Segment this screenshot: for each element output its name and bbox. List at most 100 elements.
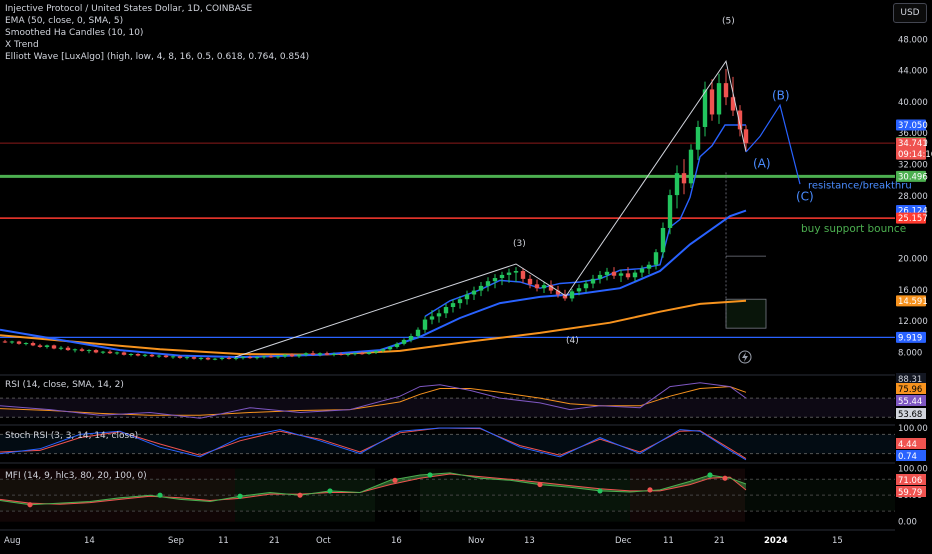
candle-body (380, 349, 386, 351)
price-axis-badge (896, 331, 926, 343)
wave-label-c: (C) (796, 190, 814, 204)
candle-body (240, 357, 246, 359)
candle-body (107, 351, 113, 354)
mfi-cross-dot (722, 475, 728, 481)
candle-body (373, 350, 379, 353)
candle-body (9, 341, 15, 343)
rsi-ma-line (0, 386, 747, 416)
candle-body (478, 285, 484, 291)
mfi-cross-dot (27, 502, 33, 508)
candle-body (170, 356, 176, 358)
candle-body (681, 173, 687, 184)
candle-body (331, 353, 337, 355)
candle-body (639, 268, 645, 273)
candle-body (296, 354, 302, 357)
candle-body (520, 271, 526, 279)
candle-body (436, 313, 442, 317)
price-tick-label: 28.000 (898, 192, 928, 202)
candle-body (646, 264, 652, 269)
candle-body (212, 358, 218, 360)
candle-body (149, 354, 155, 357)
elliott-wave-line (234, 59, 747, 358)
rsi-axis-badge (896, 383, 926, 394)
candle-body (282, 354, 288, 357)
candle-body (450, 303, 456, 308)
candle-body (422, 319, 428, 330)
price-axis-badge (896, 170, 926, 182)
wave-label-3: (3) (513, 239, 526, 249)
candle-body (163, 355, 169, 358)
candle-body (184, 357, 190, 359)
mfi-cross-dot (392, 477, 398, 483)
legend-line-elliott-wave[interactable]: Elliott Wave [LuxAlgo] (high, low, 4, 8,… (5, 52, 310, 62)
rsi-axis-badge (896, 408, 926, 419)
legend-line-x-trend[interactable]: X Trend (5, 40, 39, 50)
candle-body (317, 353, 323, 355)
candle-body (611, 271, 617, 276)
candle-body (443, 307, 449, 314)
legend: Injective Protocol / United States Dolla… (5, 3, 309, 63)
price-tick-label: 40.000 (898, 98, 928, 108)
mfi-axis-badge-label: 71.06 (898, 476, 922, 486)
candle-body (93, 350, 99, 353)
mfi-cross-dot (707, 472, 713, 478)
price-axis-badge-label: 25.157 (898, 214, 928, 224)
mfi-legend[interactable]: MFI (14, 9, hlc3, 80, 20, 100, 0) (5, 471, 147, 481)
price-axis-badge-label: 30.496 (898, 172, 928, 182)
mfi-cross-dot (327, 488, 333, 494)
rsi-axis-badge-label: 88.31 (898, 375, 922, 385)
candle-body (366, 352, 372, 354)
stoch-k-line (0, 427, 747, 461)
price-tick-label: 36.000 (898, 129, 928, 139)
support-label: buy support bounce (801, 223, 906, 235)
countdown-label: 09:14:16 (898, 150, 932, 160)
mfi-zone (0, 468, 235, 522)
candle-body (562, 294, 568, 299)
price-axis-badge-label: 26.124 (898, 207, 928, 217)
stoch-axis-badge-label: 4.44 (898, 440, 917, 450)
candle-body (79, 349, 85, 351)
price-axis-badge (896, 119, 926, 131)
candle-body (674, 173, 680, 196)
mfi-cross-dot (297, 492, 303, 498)
candle-body (135, 353, 141, 356)
legend-line-symbol[interactable]: Injective Protocol / United States Dolla… (5, 4, 253, 14)
candle-body (471, 290, 477, 295)
fib-target-box (725, 298, 767, 329)
candle-body (303, 353, 309, 355)
legend-line-ema[interactable]: EMA (50, close, 0, SMA, 5) (5, 16, 124, 26)
rsi-legend[interactable]: RSI (14, close, SMA, 14, 2) (5, 380, 124, 390)
rsi-axis-badge (896, 373, 926, 384)
candle-body (667, 195, 673, 228)
rsi-axis-badge-label: 55.44 (898, 397, 922, 407)
mfi-tick-label: 0.00 (898, 518, 917, 528)
candle-body (429, 316, 435, 320)
time-axis-label: Sep (168, 536, 184, 546)
candle-body (142, 354, 148, 356)
rsi-band (0, 398, 895, 418)
candle-body (387, 346, 393, 350)
legend-line-smoothed-ha[interactable]: Smoothed Ha Candles (10, 10) (5, 28, 144, 38)
lightning-icon (738, 350, 752, 364)
time-axis-label: 2024 (764, 536, 788, 546)
candle-body (72, 349, 78, 351)
price-tick-label: 20.000 (898, 254, 928, 264)
candle-body (541, 285, 547, 289)
time-axis-label: Dec (615, 536, 632, 546)
price-tick-label: 48.000 (898, 35, 928, 45)
stoch-axis-badge (896, 438, 926, 449)
stoch-rsi-legend[interactable]: Stoch RSI (3, 3, 14, 14, close) (5, 431, 139, 441)
price-axis-badge-label: 34.741 (898, 139, 928, 149)
projection-abc-line (745, 103, 801, 185)
candle-body (513, 271, 519, 273)
x-trend-line (0, 209, 747, 359)
time-axis-label: 16 (391, 536, 402, 546)
candle-body (583, 283, 589, 289)
mfi-cross-dot (597, 488, 603, 494)
candle-body (527, 278, 533, 285)
currency-button[interactable]: USD (893, 3, 927, 23)
time-axis-label: 13 (524, 536, 535, 546)
candle-body (743, 129, 749, 144)
price-tick-label: 16.000 (898, 286, 928, 296)
